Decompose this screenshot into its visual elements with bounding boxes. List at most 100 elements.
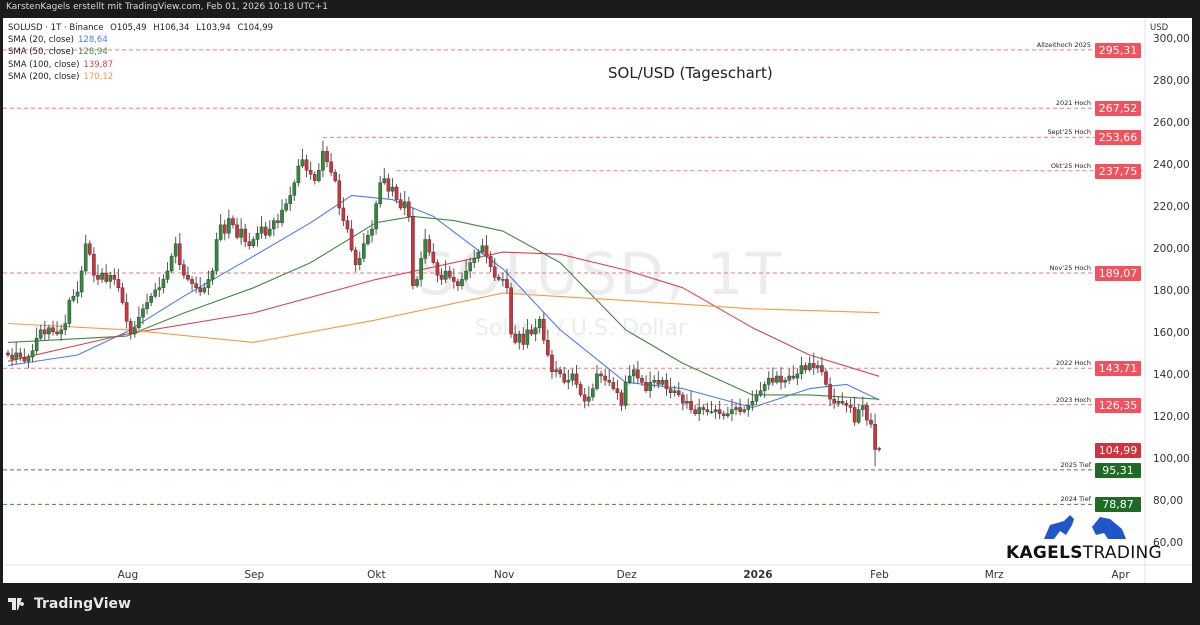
candle-body [386,178,391,192]
y-tick-label: 60,00 [1153,537,1184,549]
candle-body [59,329,63,335]
candle-body [141,308,145,318]
candle-body [554,369,558,373]
legend-sma50[interactable]: SMA (50, close) 128,94 [8,46,273,58]
candle-body [288,195,293,204]
candle-body [791,375,796,379]
level-label: Okt'25 Hoch [1050,161,1091,170]
candle-body [807,363,812,370]
sma-value: 170,12 [83,71,114,82]
candle-body [267,228,272,236]
candle-body [108,275,113,282]
candle-body [627,375,632,383]
candle-body [566,380,571,383]
candle-body [427,239,432,253]
candle-body [443,270,448,280]
candle-body [492,266,497,278]
x-tick-label: Mrz [984,569,1004,581]
candle-body [47,327,51,335]
brand-light: TRADING [1082,543,1163,563]
candle-body [26,356,31,362]
candle-body [280,209,284,223]
candle-body [546,340,550,356]
candle-body [92,253,96,276]
candle-body [529,329,534,335]
candle-body [775,375,779,383]
candle-body [227,218,231,234]
legend-sma20[interactable]: SMA (20, close) 128,64 [8,34,273,46]
candle-body [501,279,505,281]
candle-body [607,380,612,383]
y-tick-label: 120,00 [1153,411,1190,423]
candle-body [648,382,652,391]
candle-body [255,232,260,240]
candle-body [263,226,268,236]
candle-body [644,382,648,391]
candle-body [456,281,460,286]
candle-body [222,224,227,234]
tradingview-logo[interactable]: TradingView [8,596,131,612]
candle-body [198,287,203,293]
candle-body [218,224,223,240]
candle-body [865,405,869,421]
candle-body [697,407,702,415]
legend-sma100[interactable]: SMA (100, close) 139,87 [8,59,273,71]
x-tick-label: Okt [367,569,386,581]
candle-body [685,401,689,404]
candle-body [468,262,472,272]
candle-body [362,243,366,259]
candle-body [689,401,693,410]
candle-body [873,424,877,450]
tradingview-icon [8,598,25,610]
candle-body [124,302,129,322]
candle-body [664,380,669,389]
candle-body [766,377,771,385]
candle-body [734,407,738,410]
x-tick-label: Sep [244,569,265,581]
candle-body [63,323,68,331]
symbol-info: SOLUSD · 1T · Binance [8,23,104,33]
x-tick-label: Nov [493,569,515,581]
legend-sma200[interactable]: SMA (200, close) 170,12 [8,71,273,83]
candle-body [112,275,117,280]
x-tick-label: Apr [1111,569,1130,581]
candle-body [370,228,374,236]
candle-body [6,352,10,356]
sma-line [7,215,880,400]
currency-label[interactable]: USD [1150,23,1169,33]
candle-body [34,338,39,352]
candle-body [165,270,170,280]
sma-line [7,251,880,377]
y-tick-label: 140,00 [1153,369,1190,381]
candle-body [578,384,583,396]
candle-body [292,182,297,196]
y-tick-label: 260,00 [1153,117,1190,129]
candle-body [38,329,43,339]
candle-body [100,272,104,280]
candle-body [300,159,305,167]
candle-body [799,365,804,375]
candle-body [247,241,252,247]
candle-body [239,228,243,238]
candle-body [96,275,100,280]
candle-body [120,287,125,303]
sma-line [7,194,880,409]
candle-body [276,220,280,223]
candle-body [828,384,832,400]
candle-body [87,243,92,255]
candle-body [304,159,309,171]
candle-body [71,296,76,301]
candle-body [390,186,395,192]
candle-body [378,182,382,205]
level-label: 2024 Tief [1060,495,1091,504]
candle-body [435,262,440,276]
candle-body [79,270,84,293]
legend: SOLUSD · 1T · Binance O105,49 H106,34 L1… [8,22,273,83]
x-tick-label: Feb [870,569,889,581]
candle-body [55,331,59,335]
price-chart[interactable] [3,18,1192,583]
candle-body [317,169,321,181]
chart-panel[interactable]: SOLUSD, 1T Solana / U.S. Dollar SOLUSD ·… [3,18,1192,583]
legend-symbol-row: SOLUSD · 1T · Binance O105,49 H106,34 L1… [8,22,273,34]
candle-body [235,224,239,238]
